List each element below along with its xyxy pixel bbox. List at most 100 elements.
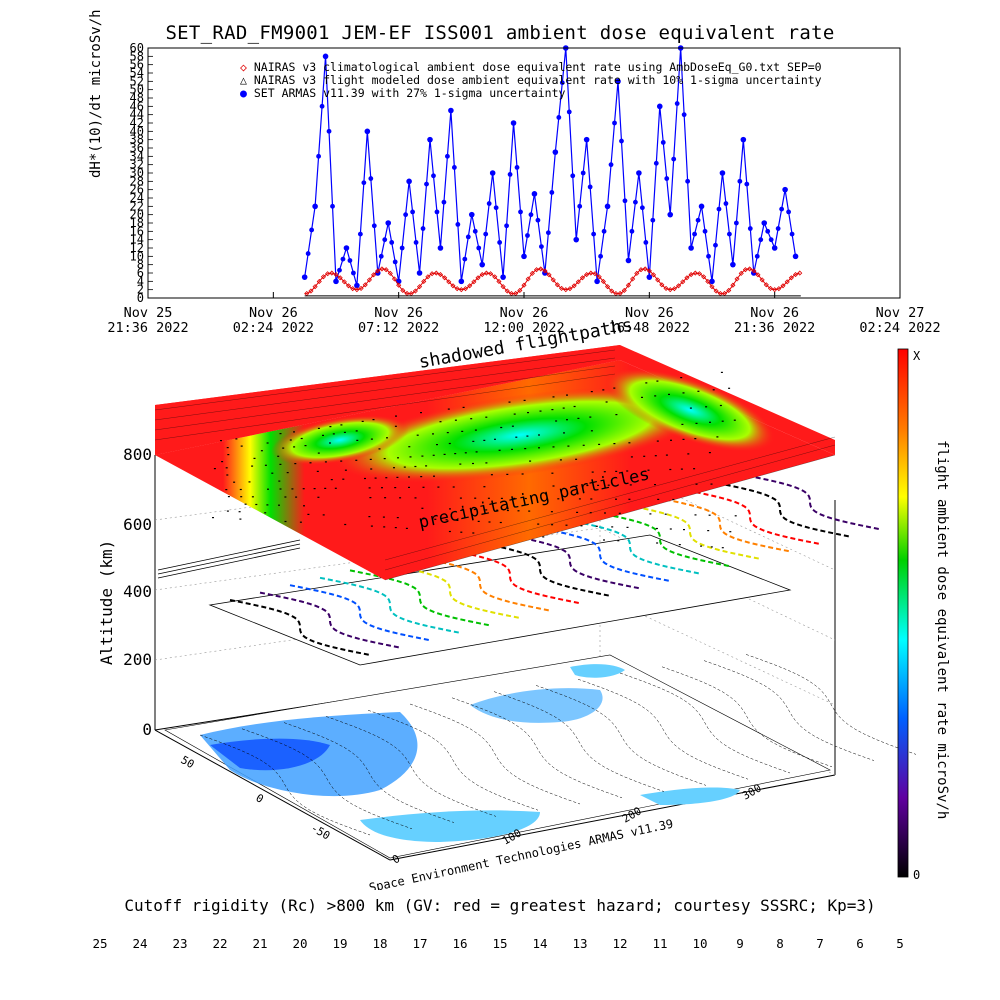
z-tick-label: 800 (123, 445, 152, 464)
armas-point (354, 282, 360, 289)
legend-item-nairas-climatological: ◇ NAIRAS v3 climatological ambient dose … (240, 60, 822, 74)
nairas-point (379, 266, 385, 272)
slab-trace (355, 430, 358, 432)
slab-trace (448, 530, 451, 533)
armas-point (744, 181, 750, 187)
colorbar-tick-label: 7 (816, 936, 824, 951)
slab-trace (566, 419, 568, 421)
y-tick-label: 44 (130, 108, 144, 122)
slab-trace (340, 460, 343, 462)
nairas-point (521, 282, 527, 288)
slab-trace (300, 437, 303, 440)
armas-point (789, 231, 795, 237)
armas-point (692, 231, 697, 237)
armas-point (608, 162, 614, 168)
slab-trace (324, 461, 327, 463)
slab-trace (332, 433, 335, 435)
slab-trace (705, 406, 708, 408)
armas-point (301, 274, 308, 280)
slab-trace (233, 481, 236, 483)
armas-point (413, 240, 419, 245)
slab-trace (330, 479, 333, 481)
slab-trace (681, 423, 684, 425)
slab-trace (399, 497, 402, 499)
slab-trace (344, 523, 347, 526)
armas-point (504, 223, 509, 229)
armas-point (493, 205, 499, 211)
nairas-point (546, 272, 552, 278)
slab-trace (344, 469, 347, 471)
colorbar-tick-label: 13 (572, 936, 588, 951)
slab-trace (647, 469, 650, 471)
armas-point (667, 211, 674, 218)
armas-point (535, 217, 541, 223)
armas-point (525, 233, 530, 238)
slab-trace (278, 504, 280, 506)
flight-track-plane (208, 473, 881, 666)
series-marks (301, 45, 803, 297)
slab-trace (385, 477, 388, 479)
nairas-point (726, 287, 732, 294)
armas-point (702, 228, 708, 234)
slab-trace (462, 406, 465, 408)
bottom-colorbar-title: Cutoff rigidity (Rc) >800 km (GV: red = … (124, 896, 876, 915)
armas-point (779, 206, 785, 212)
slab-trace (459, 463, 462, 465)
armas-point (615, 78, 621, 85)
slab-trace (235, 438, 238, 440)
y-tick-label: 60 (130, 41, 144, 55)
slab-trace (708, 514, 711, 516)
slab-trace (384, 497, 387, 499)
slab-trace (368, 516, 371, 518)
slab-trace (227, 454, 230, 456)
slab-trace (226, 510, 229, 512)
armas-point (497, 240, 503, 245)
colorbar-tick-label: 14 (532, 936, 548, 951)
slab-trace (394, 487, 397, 489)
slab-trace (729, 531, 732, 533)
slab-trace (682, 392, 685, 394)
slab-trace (595, 525, 598, 527)
armas-point (510, 120, 517, 126)
ground-track (535, 685, 707, 786)
nairas-point (755, 272, 761, 278)
slab-trace (575, 485, 578, 487)
armas-point (695, 217, 701, 223)
y-tick-label: 52 (130, 74, 144, 88)
slab-trace (694, 438, 697, 440)
slab-trace (472, 532, 475, 534)
y-tick-label: 16 (130, 224, 144, 238)
slab-trace (603, 471, 606, 473)
armas-point (573, 236, 580, 243)
z-tick-label: 0 (142, 720, 152, 739)
armas-point (737, 178, 743, 184)
slab-trace (618, 512, 621, 514)
slab-trace (551, 524, 554, 526)
colorbar-tick-label: 5 (896, 936, 904, 951)
slab-trace (343, 431, 346, 433)
colorbar-bottom-label: 0 (913, 868, 920, 882)
slab-trace (449, 508, 451, 510)
armas-point (660, 140, 666, 145)
slab-trace (414, 497, 417, 499)
armas-point (625, 257, 632, 264)
slab-trace (494, 438, 496, 440)
slab-trace (669, 528, 672, 530)
slab-trace (566, 394, 568, 396)
slab-trace (500, 426, 503, 429)
radiation-slab: shadowed flightpaths precipitating parti… (154, 315, 836, 581)
armas-point (604, 203, 611, 210)
legend-label: NAIRAS v3 flight modeled dose ambient eq… (253, 73, 822, 87)
armas-point (347, 258, 353, 263)
armas-point (775, 226, 781, 231)
nairas-point (550, 277, 556, 283)
slab-trace (578, 498, 581, 500)
slab-trace (615, 498, 617, 500)
nairas-point (625, 282, 632, 288)
slab-trace (425, 465, 428, 467)
slab-trace (552, 396, 555, 398)
nairas-point (312, 284, 318, 290)
flight-track (409, 554, 551, 612)
slab-trace (405, 527, 408, 529)
slab-trace (293, 431, 295, 433)
